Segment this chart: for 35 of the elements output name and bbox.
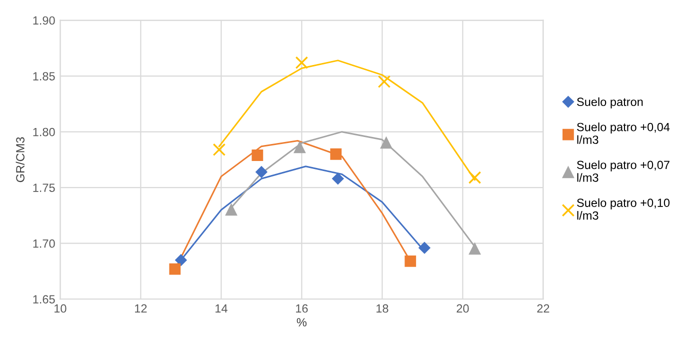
point (468, 171, 482, 184)
point (294, 142, 306, 154)
y-tick-label: 1.85 (33, 72, 55, 80)
point (295, 56, 308, 70)
x-tick-label: 22 (537, 304, 550, 313)
legend-label: Suelo patro +0,10 l/m3 (577, 198, 670, 220)
legend-label: Suelo patro +0,04 l/m3 (577, 122, 670, 144)
y-tick-label: 1.65 (33, 295, 55, 304)
x-tick-label: 10 (54, 304, 66, 313)
point (469, 243, 480, 255)
point (212, 143, 226, 156)
y-tick-label: 1.90 (33, 16, 55, 25)
point (256, 166, 268, 178)
legend-label: Suelo patro +0,07 l/m3 (577, 160, 670, 182)
point (175, 254, 187, 266)
x-tick-label: 20 (456, 304, 469, 313)
point (169, 263, 181, 275)
point (404, 256, 416, 267)
point (330, 148, 342, 160)
point (418, 242, 430, 254)
y-axis-title: GR/CM3 (16, 137, 24, 182)
y-tick-label: 1.70 (33, 239, 55, 248)
point (252, 150, 264, 161)
point (226, 204, 237, 216)
x-axis-title: % (296, 318, 307, 326)
x-tick-label: 12 (135, 304, 147, 313)
point (332, 172, 344, 184)
legend-label: Suelo patron (577, 97, 643, 108)
x-tick-label: 14 (216, 304, 228, 313)
point (380, 137, 392, 149)
y-tick-label: 1.75 (33, 184, 55, 192)
x-tick-label: 18 (376, 304, 388, 313)
x-tick-label: 16 (296, 304, 308, 313)
point (378, 75, 391, 88)
y-tick-label: 1.80 (33, 128, 55, 136)
